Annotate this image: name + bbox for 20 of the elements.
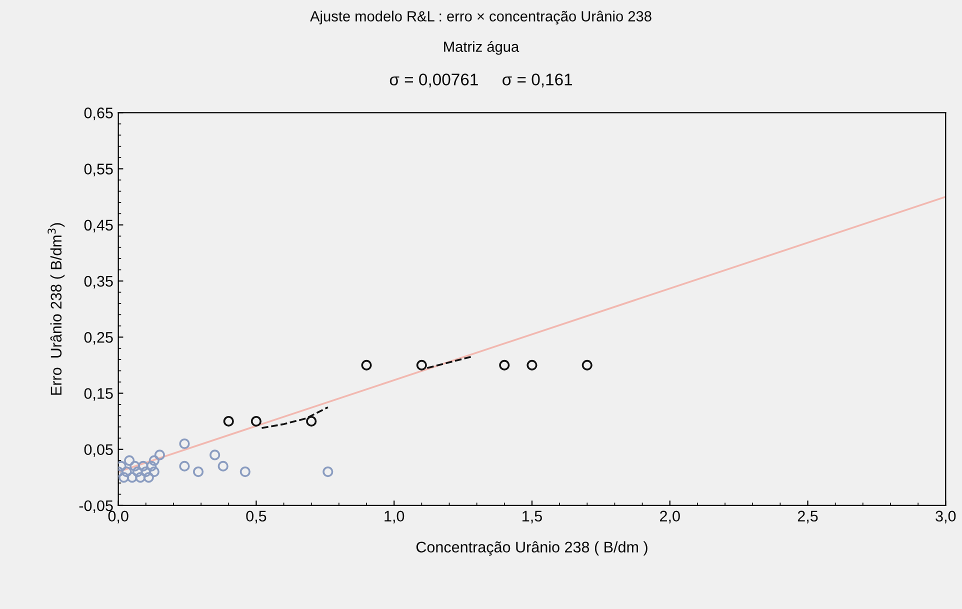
y-tick-label: 0,55 — [84, 164, 113, 176]
y-tick-label: 0,45 — [84, 220, 113, 232]
y-tick-label: 0,15 — [84, 388, 113, 401]
y-tick-label: 0,25 — [84, 332, 113, 345]
x-axis-title: Concentração Urânio 238 ( B/dm ) — [416, 541, 648, 556]
y-tick-label: 0,65 — [84, 108, 113, 120]
y-tick-label: 0,35 — [84, 276, 113, 288]
x-tick-label: 2,0 — [660, 510, 680, 524]
chart-title: Ajuste modelo R&L : erro × concentração Urânio 238 — [310, 10, 652, 24]
y-tick-label: -0,05 — [79, 500, 113, 513]
text: σ = 0,00761 σ = 0,161 — [390, 74, 572, 88]
x-tick-label: 0,5 — [246, 510, 266, 524]
x-tick-label: 0,0 — [108, 510, 128, 524]
x-tick-label: 1,5 — [522, 510, 542, 524]
x-tick-label: 3,0 — [936, 510, 956, 524]
chart-subtitle: Matriz água — [444, 41, 520, 55]
x-tick-label: 1,0 — [384, 510, 404, 524]
x-tick-label: 2,5 — [798, 510, 818, 524]
y-tick-label: 0,05 — [84, 444, 113, 457]
y-axis-title: Erro Urânio 238 ( B/dm$^{3}$) — [48, 223, 65, 395]
